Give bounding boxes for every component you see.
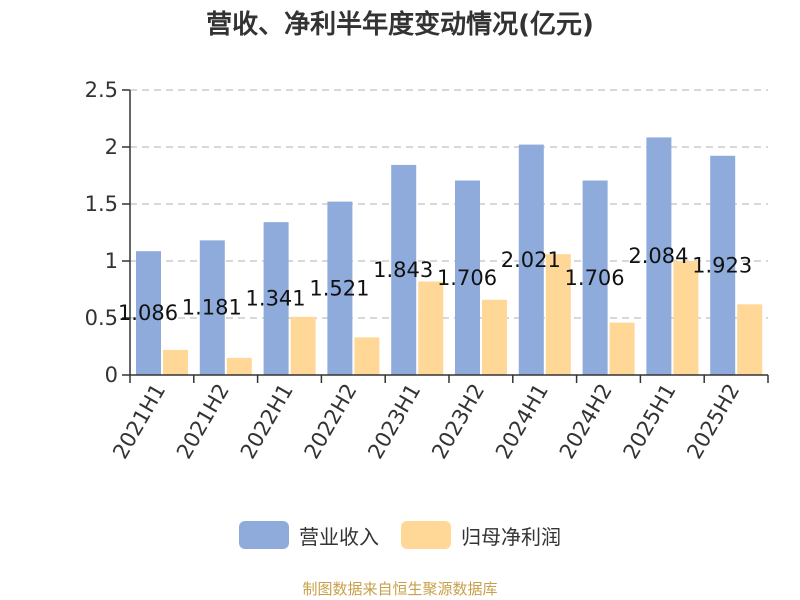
legend-item-revenue[interactable]: 营业收入	[239, 521, 379, 550]
bar-revenue	[391, 164, 417, 375]
y-tick-label: 0	[105, 363, 118, 387]
bar-revenue	[199, 240, 225, 375]
x-tick-label: 2023H1	[363, 380, 425, 464]
legend-label-profit: 归母净利润	[461, 524, 561, 549]
bar-profit	[482, 299, 507, 375]
data-label: 2.021	[501, 248, 561, 272]
data-label: 1.706	[437, 266, 497, 290]
legend-swatch-profit	[401, 521, 451, 549]
bar-profit	[418, 281, 444, 375]
bar-profit	[737, 304, 763, 375]
legend-item-profit[interactable]: 归母净利润	[401, 521, 561, 550]
bar-revenue	[263, 222, 289, 375]
data-label: 1.086	[118, 301, 178, 325]
bar-revenue	[136, 251, 161, 375]
x-tick-label: 2025H1	[619, 380, 681, 464]
bar-revenue	[646, 137, 672, 375]
data-label: 1.843	[373, 258, 433, 282]
y-tick-label: 2	[105, 135, 118, 159]
x-tick-label: 2021H1	[108, 380, 170, 464]
bar-profit	[673, 261, 699, 375]
legend-label-revenue: 营业收入	[299, 524, 379, 549]
x-tick-label: 2022H1	[236, 380, 298, 464]
data-label: 1.923	[692, 253, 752, 277]
bar-revenue	[710, 155, 736, 375]
bar-profit	[354, 337, 380, 375]
bar-profit	[226, 357, 252, 375]
bars	[136, 137, 763, 375]
x-tick-label: 2024H2	[555, 380, 617, 464]
x-tick-label: 2021H2	[172, 380, 234, 464]
y-tick-label: 2.5	[85, 78, 118, 102]
chart-title: 营收、净利半年度变动情况(亿元)	[206, 10, 594, 40]
x-tick-label: 2022H2	[300, 380, 362, 464]
legend: 营业收入 归母净利润	[0, 518, 800, 552]
data-label: 1.706	[565, 266, 625, 290]
x-tick-label: 2025H2	[682, 380, 744, 464]
y-tick-label: 1.5	[85, 192, 118, 216]
bar-profit	[290, 316, 316, 375]
data-label: 2.084	[628, 244, 688, 268]
bar-profit	[609, 322, 635, 375]
y-tick-label: 0.5	[85, 306, 118, 330]
data-label: 1.181	[182, 296, 242, 320]
bar-revenue	[518, 144, 544, 375]
bar-revenue	[327, 201, 353, 375]
x-tick-label: 2023H2	[427, 380, 489, 464]
data-label: 1.341	[246, 287, 306, 311]
source-note: 制图数据来自恒生聚源数据库	[302, 580, 498, 598]
x-tick-label: 2024H1	[491, 380, 553, 464]
y-tick-label: 1	[105, 249, 118, 273]
data-label: 1.521	[309, 276, 369, 300]
bar-profit	[163, 349, 188, 375]
bar-revenue	[582, 180, 608, 375]
bar-revenue	[455, 180, 480, 375]
bar-profit	[545, 254, 571, 375]
legend-swatch-revenue	[239, 521, 289, 549]
